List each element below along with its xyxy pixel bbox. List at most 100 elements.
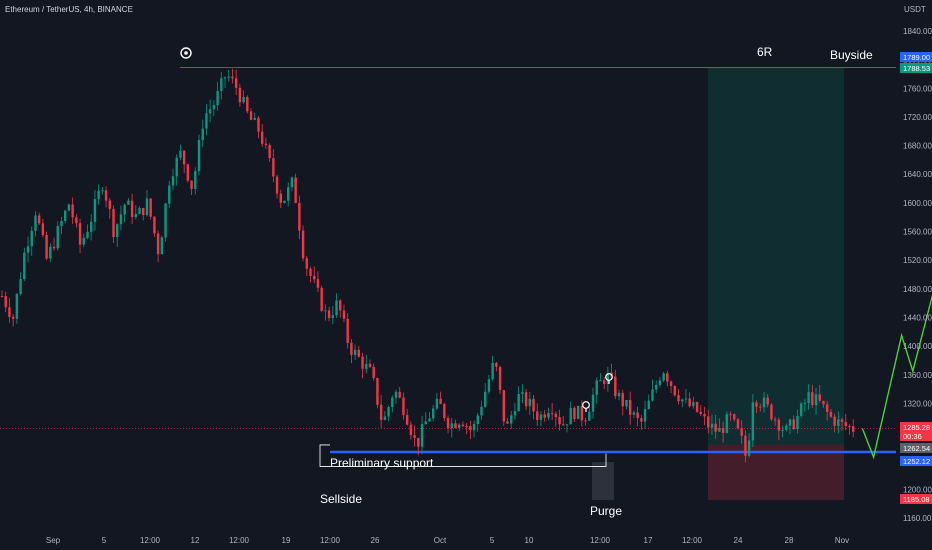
candle-body [844, 421, 847, 427]
markers-layer [180, 47, 613, 412]
candle-body [766, 397, 769, 405]
candle-body [171, 176, 175, 186]
candle-body [212, 105, 216, 110]
price-tick-label: 1480.00 [903, 285, 932, 294]
candle-body [379, 404, 383, 420]
candle-body [149, 198, 152, 217]
candle-body [37, 215, 41, 224]
candle-body [398, 391, 401, 398]
candles-layer [0, 68, 855, 463]
candle-body [695, 402, 699, 412]
candle-body [729, 414, 732, 416]
candle-body [502, 390, 505, 422]
candle-body [156, 233, 160, 255]
candle-body [238, 87, 242, 103]
candle-body [599, 380, 602, 382]
preliminary-support-label: Preliminary support [330, 456, 434, 470]
candle-body [257, 117, 260, 132]
candle-body [231, 76, 234, 79]
candle-body [130, 200, 134, 218]
candle-body [692, 402, 695, 407]
candle-body [673, 385, 676, 396]
candle-body [588, 411, 591, 421]
candle-body [142, 207, 145, 216]
buyside-label: Buyside [830, 48, 873, 62]
candle-body [803, 402, 807, 404]
candle-body [707, 416, 710, 428]
candle-body [651, 389, 654, 401]
candle-body [134, 213, 138, 218]
projection-path [861, 294, 932, 460]
candle-body [602, 380, 606, 384]
price-tag-bg [900, 443, 932, 453]
candle-body [372, 366, 375, 379]
candle-body [90, 221, 93, 232]
candle-body [309, 268, 312, 276]
candle-body [75, 217, 78, 224]
candle-body [443, 404, 446, 419]
time-tick-label: 5 [102, 536, 107, 545]
candle-body [160, 237, 164, 255]
candle-body [287, 187, 290, 201]
candle-body [617, 392, 621, 397]
candle-body [647, 400, 650, 410]
candle-body [179, 150, 182, 158]
candle-body [446, 418, 450, 429]
candle-body [725, 414, 729, 433]
time-axis[interactable]: Sep 5 12:00 12 12:00 19 12:00 26 Oct 5 10 12:00 17 12… [46, 536, 849, 545]
candle-body [487, 379, 491, 392]
candle-body [246, 96, 249, 112]
candle-body [313, 275, 316, 280]
candle-body [822, 400, 825, 405]
candle-body [305, 258, 308, 269]
candle-body [350, 342, 353, 355]
candle-body [253, 117, 256, 120]
candle-body [78, 223, 82, 245]
candle-body [677, 395, 680, 402]
candle-body [495, 362, 498, 367]
candle-body [320, 287, 323, 311]
price-tick-label: 1200.00 [903, 485, 932, 494]
candle-body [584, 420, 587, 422]
price-tag-bg [900, 52, 932, 62]
time-tick-label: Oct [434, 536, 447, 545]
candle-body [450, 423, 453, 429]
candle-body [357, 349, 361, 357]
candle-body [595, 380, 598, 395]
candle-body [227, 76, 230, 78]
candle-body [34, 215, 37, 231]
candle-body [636, 412, 639, 419]
candle-body [736, 419, 740, 429]
candle-body [223, 77, 227, 79]
candle-body [773, 419, 777, 421]
candle-body [781, 429, 784, 431]
candle-body [562, 424, 565, 426]
candle-body [785, 425, 788, 430]
preliminary-support-box [319, 444, 607, 467]
candle-body [8, 307, 11, 317]
price-tag-bg [900, 494, 932, 504]
target-zone [708, 67, 844, 445]
candle-body [469, 426, 472, 431]
candle-body [409, 424, 413, 436]
candle-body [625, 399, 628, 407]
candle-body [86, 231, 89, 238]
candle-body [554, 413, 558, 418]
candle-body [632, 412, 636, 415]
candle-body [394, 391, 398, 398]
candle-body [71, 204, 74, 218]
candle-body [536, 411, 539, 420]
candle-body [335, 300, 338, 316]
candle-body [234, 78, 238, 88]
candle-body [510, 415, 513, 424]
price-tick-label: 1760.00 [903, 84, 932, 93]
price-tag-label: 1252.12 [903, 457, 930, 466]
candle-body [439, 398, 442, 405]
candle-body [628, 399, 632, 415]
candle-body [718, 428, 721, 432]
candle-body [175, 157, 178, 177]
candle-body [298, 202, 301, 231]
candle-body [833, 416, 836, 426]
